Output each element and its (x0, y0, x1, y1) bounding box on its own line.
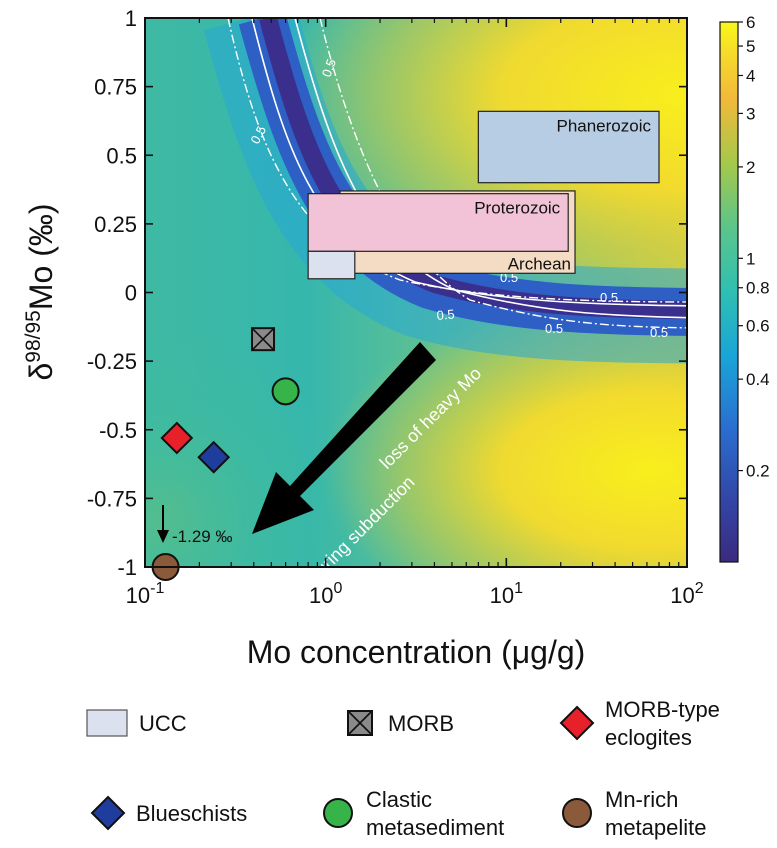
legend-label: Mn-rich (605, 787, 678, 812)
colorbar-tick-label: 0.8 (746, 279, 770, 298)
region-box (477, 110, 660, 184)
colorbar-tick-label: 0.6 (746, 317, 770, 336)
legend-label: Clastic (366, 787, 432, 812)
region-boxes: Phanerozoic Archean Proterozoic (307, 110, 660, 280)
contour-0-5-outer-lower (319, 18, 687, 329)
subduction-arrow-shape (252, 342, 436, 534)
region-box (307, 250, 356, 280)
contours (227, 18, 687, 329)
legend-label: Blueschists (136, 801, 247, 826)
y-axis: 1 0.75 0.5 0.25 0 -0.25 -0.5 -0.75 -1 (87, 6, 687, 580)
region-box (307, 193, 569, 252)
x-tick-label: 102 (670, 580, 703, 608)
y-axis-title: δ98/95Mo (‰) (22, 203, 59, 380)
y-tick-label: 0.75 (94, 75, 137, 100)
data-point (271, 377, 300, 406)
x-axis: 10-1 100 101 102 (126, 18, 704, 608)
y-tick-label: 0.5 (106, 143, 137, 168)
y-axis-title-delta: δ (23, 363, 59, 381)
legend-marker-eclogite (559, 705, 595, 741)
data-point (160, 421, 194, 455)
legend-marker-morb (347, 710, 373, 736)
region-label: Archean (508, 254, 571, 273)
legend-item-morb: MORB (347, 710, 454, 736)
x-tick-label: 101 (490, 580, 523, 608)
legend-label: UCC (139, 711, 187, 736)
contour-label: 0.5 (545, 321, 563, 336)
x-tick-label: 10-1 (126, 580, 165, 608)
legend-label: metasediment (366, 815, 504, 840)
colorbar-ticks: 6 5 4 3 2 1 0.8 0.6 0.4 0.2 (738, 13, 770, 481)
contour-0-5-outer-upper (227, 18, 687, 303)
marker-cross (251, 327, 275, 351)
legend-marker-clastic (323, 798, 353, 828)
y-axis-title-rest: Mo (‰) (23, 203, 59, 310)
colorbar-tick-label: 4 (746, 66, 755, 85)
contour-label: 0.5 (319, 57, 339, 79)
legend-item-blueschist: Blueschists (90, 795, 247, 831)
y-tick-label: -0.25 (87, 349, 137, 374)
offscale-note-label: -1.29 ‰ (172, 527, 232, 546)
y-axis-title-sup: 98/95 (22, 310, 45, 363)
region-label: Phanerozoic (556, 116, 651, 135)
legend-label: metapelite (605, 815, 707, 840)
colorbar-tick-label: 1 (746, 249, 755, 268)
contour-label: 0.5 (650, 325, 668, 340)
contour-label: 0.5 (436, 306, 455, 323)
legend-item-ucc: UCC (86, 709, 187, 737)
legend-marker-ucc (86, 709, 128, 737)
y-tick-label: 0.25 (94, 212, 137, 237)
colorbar-tick-label: 6 (746, 13, 755, 32)
colorbar-ramp (719, 21, 739, 563)
x-axis-title: Mo concentration (μg/g) (247, 634, 586, 670)
x-tick-label: 100 (309, 580, 342, 608)
heatmap-indigo-core (259, 18, 687, 319)
offscale-arrow-head (157, 530, 169, 543)
legend-marker-mnrich (562, 798, 592, 828)
contour-label: 0.5 (600, 290, 618, 305)
colorbar-tick-label: 0.4 (746, 370, 770, 389)
legend-marker-blueschist (90, 795, 126, 831)
colorbar-tick-label: 5 (746, 37, 755, 56)
colorbar-tick-label: 0.2 (746, 462, 770, 481)
legend: UCC MORB MORB-type eclogites Blueschists Clas… (86, 697, 720, 840)
legend-item-eclogite: MORB-type eclogites (559, 697, 720, 750)
contour-0-5-inner-upper (251, 18, 687, 307)
legend-item-clastic: Clastic metasediment (323, 787, 504, 840)
legend-label: eclogites (605, 725, 692, 750)
y-tick-label: -0.75 (87, 486, 137, 511)
marker-cross (347, 710, 373, 736)
y-tick-label: -0.5 (99, 418, 137, 443)
colorbar-tick-label: 2 (746, 158, 755, 177)
y-tick-label: -1 (117, 555, 137, 580)
offscale-note: -1.29 ‰ (157, 505, 232, 546)
contour-0-5-inner-lower (294, 18, 687, 319)
y-tick-label: 0 (125, 281, 137, 306)
contour-label: 0.5 (247, 123, 269, 146)
legend-label: MORB-type (605, 697, 720, 722)
legend-item-mnrich: Mn-rich metapelite (562, 787, 707, 840)
colorbar-tick-label: 3 (746, 104, 755, 123)
region-label: Proterozoic (474, 199, 560, 218)
legend-label: MORB (388, 711, 454, 736)
data-point (197, 440, 231, 474)
colorbar: 6 5 4 3 2 1 0.8 0.6 0.4 0.2 (719, 13, 770, 563)
y-tick-label: 1 (125, 6, 137, 31)
data-point (251, 327, 276, 352)
